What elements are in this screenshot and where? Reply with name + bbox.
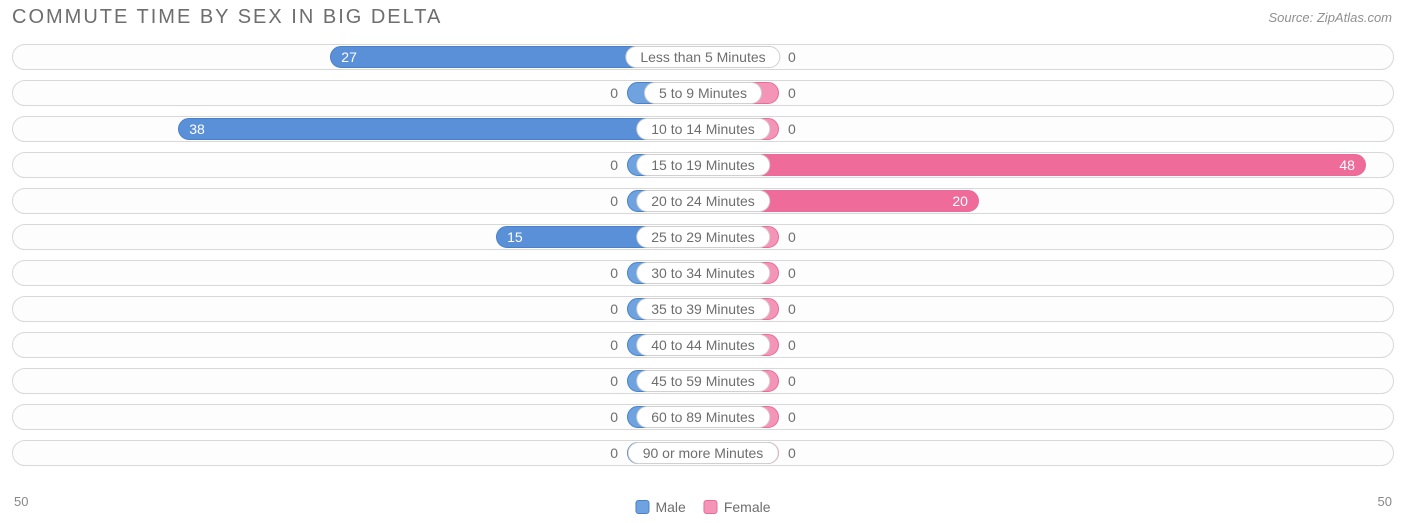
male-value: 38 (189, 117, 205, 141)
category-label: 60 to 89 Minutes (636, 406, 770, 428)
category-label: 10 to 14 Minutes (636, 118, 770, 140)
female-value: 0 (788, 45, 796, 69)
male-value: 0 (610, 441, 618, 465)
chart-row: 45 to 59 Minutes 0 0 (12, 368, 1394, 394)
chart-row: 35 to 39 Minutes 0 0 (12, 296, 1394, 322)
legend-female: Female (704, 499, 771, 515)
female-bar (703, 154, 1366, 176)
male-value: 0 (610, 369, 618, 393)
legend-female-label: Female (724, 499, 771, 515)
axis-right-max: 50 (1378, 494, 1392, 509)
chart-row: 40 to 44 Minutes 0 0 (12, 332, 1394, 358)
female-value: 0 (788, 225, 796, 249)
male-value: 15 (507, 225, 523, 249)
female-swatch-icon (704, 500, 718, 514)
female-value: 0 (788, 117, 796, 141)
category-label: 40 to 44 Minutes (636, 334, 770, 356)
category-label: 20 to 24 Minutes (636, 190, 770, 212)
female-value: 48 (1339, 153, 1355, 177)
category-label: 15 to 19 Minutes (636, 154, 770, 176)
female-value: 0 (788, 405, 796, 429)
category-label: 90 or more Minutes (628, 442, 779, 464)
chart-row: 10 to 14 Minutes 38 0 (12, 116, 1394, 142)
male-bar (178, 118, 703, 140)
female-value: 20 (952, 189, 968, 213)
female-value: 0 (788, 369, 796, 393)
chart-row: 20 to 24 Minutes 0 20 (12, 188, 1394, 214)
female-value: 0 (788, 261, 796, 285)
axis-left-max: 50 (14, 494, 28, 509)
category-label: 5 to 9 Minutes (644, 82, 762, 104)
male-value: 27 (341, 45, 357, 69)
category-label: 25 to 29 Minutes (636, 226, 770, 248)
legend-male-label: Male (655, 499, 685, 515)
chart-row: 90 or more Minutes 0 0 (12, 440, 1394, 466)
male-value: 0 (610, 153, 618, 177)
chart-title: COMMUTE TIME BY SEX IN BIG DELTA (12, 6, 442, 29)
male-value: 0 (610, 405, 618, 429)
male-value: 0 (610, 261, 618, 285)
legend: Male Female (635, 499, 770, 515)
male-value: 0 (610, 297, 618, 321)
female-value: 0 (788, 81, 796, 105)
chart-row: Less than 5 Minutes 27 0 (12, 44, 1394, 70)
legend-male: Male (635, 499, 685, 515)
chart-row: 15 to 19 Minutes 0 48 (12, 152, 1394, 178)
diverging-bar-chart: Less than 5 Minutes2705 to 9 Minutes0010… (12, 44, 1394, 491)
female-value: 0 (788, 441, 796, 465)
male-value: 0 (610, 81, 618, 105)
category-label: Less than 5 Minutes (625, 46, 780, 68)
category-label: 35 to 39 Minutes (636, 298, 770, 320)
female-value: 0 (788, 333, 796, 357)
source-attribution: Source: ZipAtlas.com (1268, 10, 1392, 25)
chart-row: 5 to 9 Minutes 0 0 (12, 80, 1394, 106)
male-value: 0 (610, 189, 618, 213)
male-value: 0 (610, 333, 618, 357)
chart-row: 60 to 89 Minutes 0 0 (12, 404, 1394, 430)
chart-row: 25 to 29 Minutes 15 0 (12, 224, 1394, 250)
female-value: 0 (788, 297, 796, 321)
category-label: 45 to 59 Minutes (636, 370, 770, 392)
male-swatch-icon (635, 500, 649, 514)
chart-row: 30 to 34 Minutes 0 0 (12, 260, 1394, 286)
category-label: 30 to 34 Minutes (636, 262, 770, 284)
